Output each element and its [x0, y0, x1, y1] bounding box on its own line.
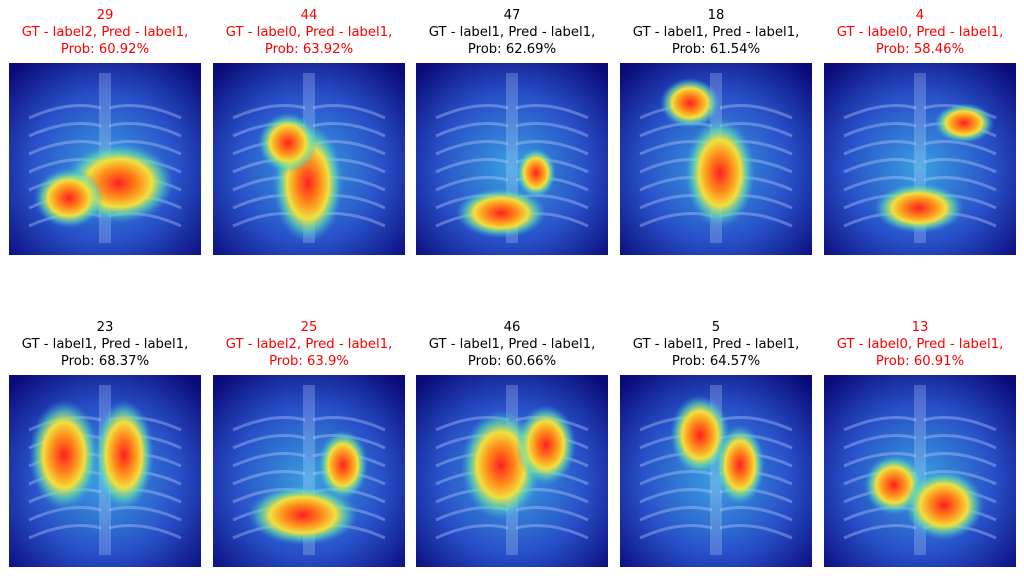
xray-heatmap-image: [620, 375, 812, 567]
caption-line2: Prob: 62.69%: [467, 42, 557, 57]
caption-line1: GT - label1, Pred - label1,: [428, 337, 596, 352]
caption-id: 5: [711, 320, 721, 335]
panel-caption: 46 GT - label1, Pred - label1, Prob: 60.66…: [404, 319, 620, 370]
xray-heatmap-image: [9, 63, 201, 255]
panel-caption: 4 GT - label0, Pred - label1, Prob: 58.46%: [812, 7, 1024, 58]
panel-caption: 25 GT - label2, Pred - label1, Prob: 63.9%: [201, 319, 417, 370]
caption-id: 23: [96, 320, 114, 335]
xray-heatmap-image: [824, 63, 1016, 255]
panel-caption: 44 GT - label0, Pred - label1, Prob: 63.92…: [201, 7, 417, 58]
panel-caption: 47 GT - label1, Pred - label1, Prob: 62.69…: [404, 7, 620, 58]
caption-id: 46: [503, 320, 521, 335]
caption-line1: GT - label1, Pred - label1,: [632, 25, 800, 40]
xray-heatmap-image: [9, 375, 201, 567]
caption-line1: GT - label1, Pred - label1,: [428, 25, 596, 40]
caption-line1: GT - label0, Pred - label1,: [836, 25, 1004, 40]
caption-line1: GT - label1, Pred - label1,: [21, 337, 189, 352]
caption-id: 4: [915, 8, 925, 23]
caption-line2: Prob: 60.66%: [467, 354, 557, 369]
xray-heatmap-image: [620, 63, 812, 255]
caption-line2: Prob: 63.9%: [269, 354, 349, 369]
panel-caption: 23 GT - label1, Pred - label1, Prob: 68.37…: [0, 319, 213, 370]
caption-line1: GT - label0, Pred - label1,: [836, 337, 1004, 352]
caption-id: 25: [300, 320, 318, 335]
xray-heatmap-image: [416, 63, 608, 255]
xray-heatmap-image: [213, 63, 405, 255]
caption-line1: GT - label2, Pred - label1,: [21, 25, 189, 40]
caption-id: 47: [503, 8, 521, 23]
caption-line1: GT - label1, Pred - label1,: [632, 337, 800, 352]
xray-heatmap-image: [416, 375, 608, 567]
caption-id: 18: [707, 8, 725, 23]
caption-id: 29: [96, 8, 114, 23]
caption-line2: Prob: 63.92%: [264, 42, 354, 57]
panel-caption: 18 GT - label1, Pred - label1, Prob: 61.54…: [608, 7, 824, 58]
caption-line1: GT - label0, Pred - label1,: [225, 25, 393, 40]
caption-line1: GT - label2, Pred - label1,: [225, 337, 393, 352]
caption-id: 44: [300, 8, 318, 23]
caption-line2: Prob: 64.57%: [671, 354, 761, 369]
xray-heatmap-image: [824, 375, 1016, 567]
caption-id: 13: [911, 320, 929, 335]
panel-caption: 5 GT - label1, Pred - label1, Prob: 64.57%: [608, 319, 824, 370]
panel-caption: 29 GT - label2, Pred - label1, Prob: 60.92…: [0, 7, 213, 58]
caption-line2: Prob: 60.91%: [875, 354, 965, 369]
caption-line2: Prob: 58.46%: [875, 42, 965, 57]
caption-line2: Prob: 61.54%: [671, 42, 761, 57]
xray-heatmap-image: [213, 375, 405, 567]
caption-line2: Prob: 68.37%: [60, 354, 150, 369]
caption-line2: Prob: 60.92%: [60, 42, 150, 57]
panel-caption: 13 GT - label0, Pred - label1, Prob: 60.91…: [812, 319, 1024, 370]
